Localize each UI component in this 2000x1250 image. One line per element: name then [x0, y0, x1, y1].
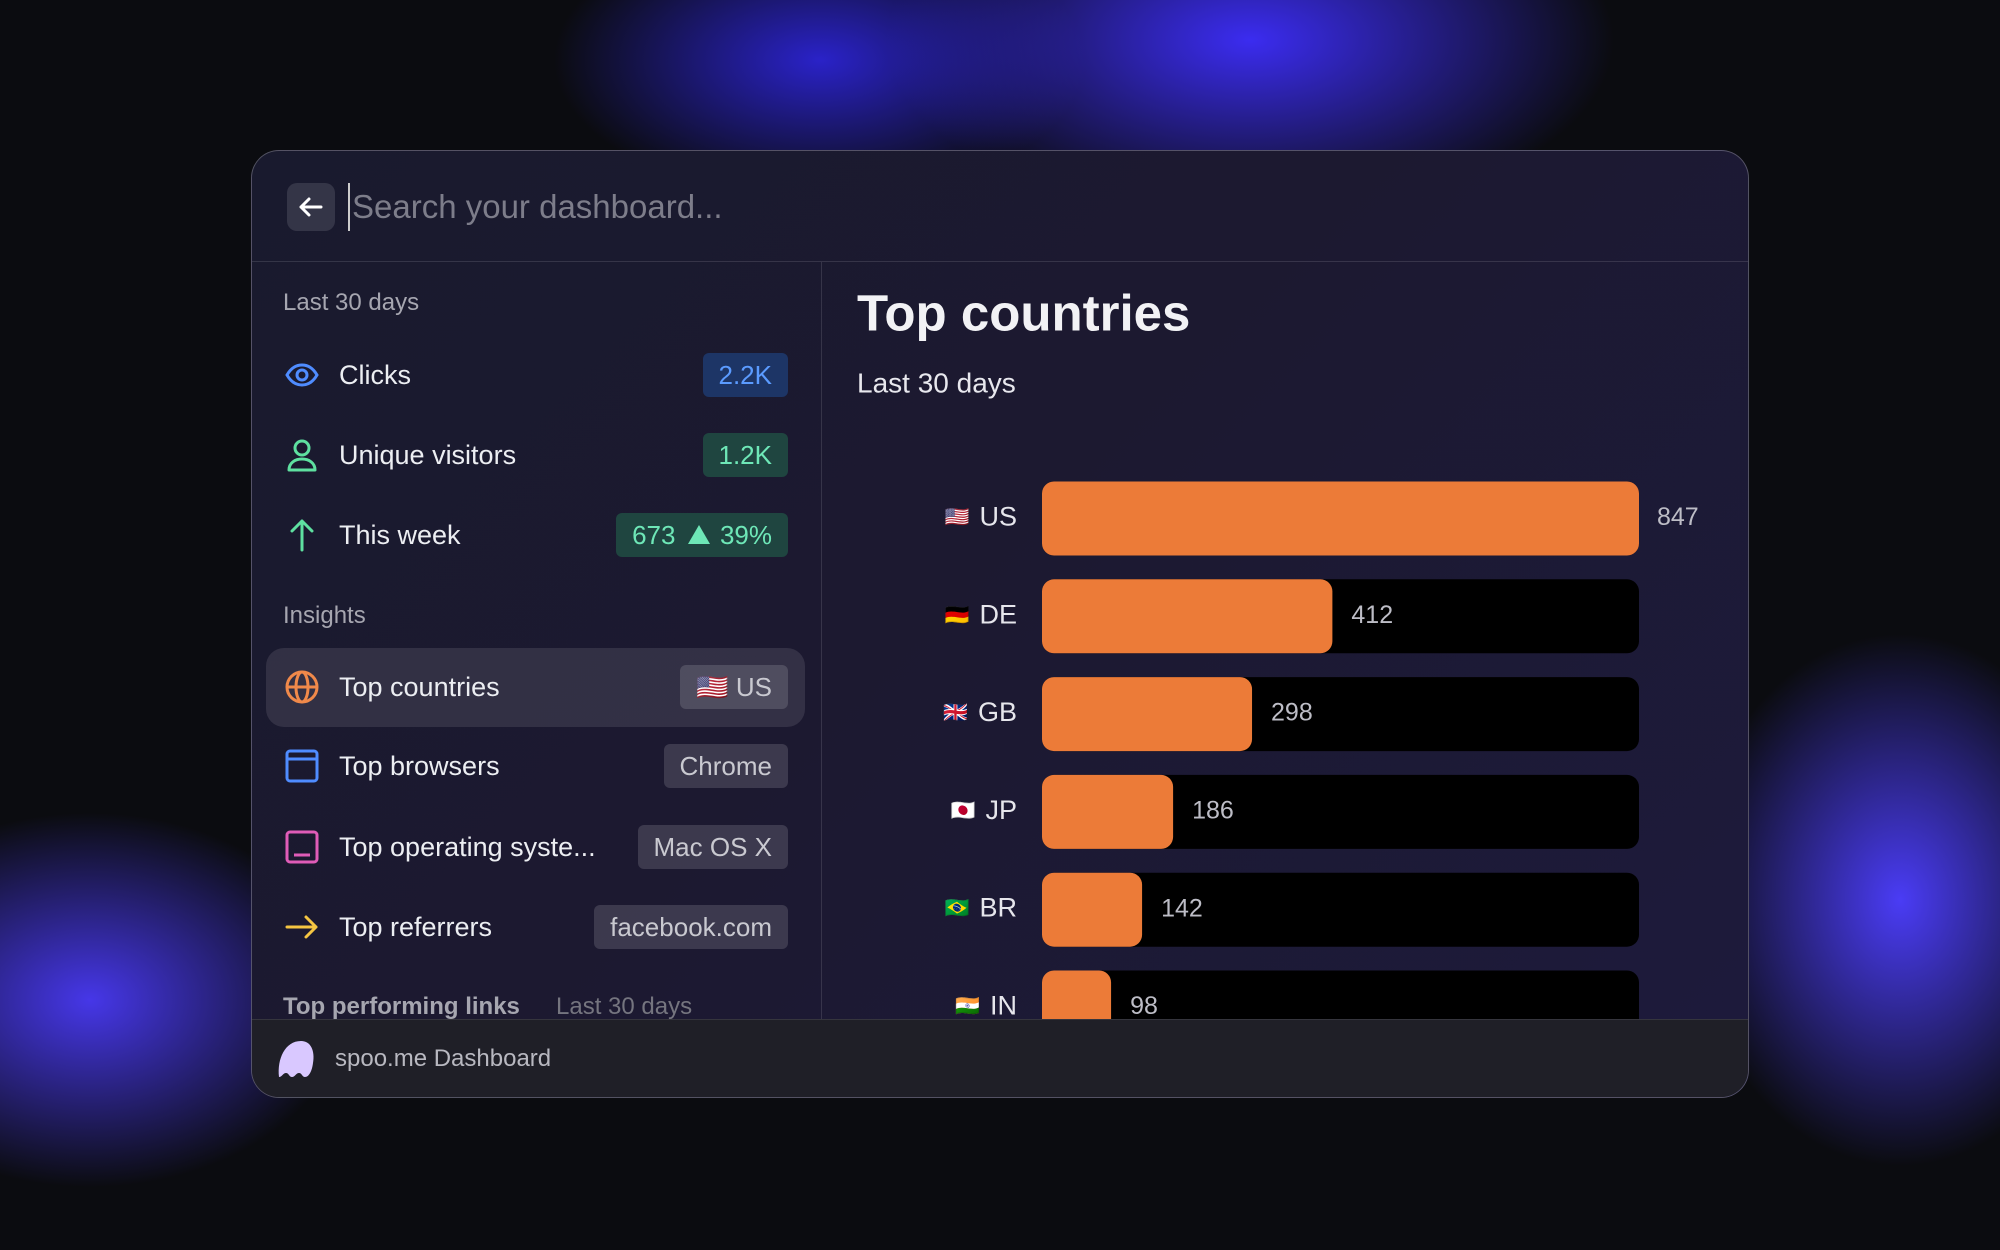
- section-title: Insights: [283, 602, 366, 629]
- item-label: Top countries: [339, 672, 500, 702]
- flag: 🇯🇵: [951, 800, 976, 822]
- up-triangle: [687, 525, 710, 544]
- item-badge: 🇺🇸 US: [680, 665, 788, 709]
- menu-item[interactable]: Top referrers facebook.com: [252, 897, 821, 957]
- country-code: BR: [979, 893, 1017, 923]
- value-label: 142: [1161, 894, 1203, 922]
- item-badge: Mac OS X: [637, 825, 788, 869]
- value-label: 186: [1192, 797, 1234, 825]
- bar: [1042, 579, 1333, 654]
- value-label: 412: [1351, 601, 1393, 629]
- section-title: Last 30 days: [283, 289, 420, 316]
- country-code: DE: [979, 599, 1017, 629]
- bar: [1042, 774, 1174, 849]
- chart-title: Top countries: [857, 284, 1190, 341]
- command-palette: Search your dashboard... Last 30 days Cl…: [251, 150, 1749, 1098]
- flag: 🇩🇪: [945, 605, 970, 627]
- menu-item[interactable]: This week 673 39%: [252, 505, 821, 565]
- country-code: IN: [990, 991, 1017, 1019]
- bar-track: [1042, 774, 1639, 849]
- bar: [1042, 481, 1639, 556]
- item-label: Unique visitors: [339, 440, 517, 470]
- category-label: 🇧🇷 BR: [945, 893, 1017, 923]
- section-subtitle: Last 30 days: [556, 993, 693, 1019]
- bar: [1042, 970, 1112, 1019]
- sidebar: Last 30 days Clicks 2.2K Unique visitors…: [252, 262, 822, 1019]
- eye-icon: [285, 363, 319, 387]
- category-label: 🇮🇳 IN: [955, 991, 1017, 1019]
- item-badge: Chrome: [663, 744, 788, 788]
- badge-change: 39%: [719, 520, 772, 550]
- section-title: Top performing links: [283, 993, 520, 1019]
- badge-flag: 🇺🇸: [696, 672, 729, 702]
- value-label: 98: [1130, 992, 1158, 1019]
- badge-value: 673: [632, 520, 676, 550]
- value-label: 847: [1657, 503, 1699, 531]
- menu-item[interactable]: Unique visitors 1.2K: [252, 425, 821, 485]
- value-label: 298: [1271, 699, 1313, 727]
- item-label: Clicks: [339, 360, 411, 390]
- flag: 🇬🇧: [943, 702, 968, 724]
- category-label: 🇺🇸 US: [945, 502, 1017, 532]
- back-icon: [299, 197, 323, 217]
- country-code: US: [979, 502, 1017, 532]
- item-badge: 673 39%: [616, 513, 788, 557]
- menu-item[interactable]: Top countries 🇺🇸 US: [252, 657, 821, 717]
- bar: [1042, 872, 1143, 947]
- item-badge: facebook.com: [594, 905, 788, 949]
- globe-icon: [285, 670, 319, 704]
- item-label: This week: [339, 520, 461, 550]
- country-code: GB: [978, 697, 1017, 727]
- back-button[interactable]: [287, 183, 335, 231]
- arrow-right-icon: [285, 915, 318, 939]
- selection-highlight: [266, 648, 805, 727]
- item-label: Top browsers: [339, 751, 500, 781]
- user-icon: [287, 439, 317, 472]
- arrow-up-icon: [290, 519, 314, 552]
- category-label: 🇩🇪 DE: [945, 599, 1017, 629]
- browser-icon: [285, 749, 319, 783]
- menu-item[interactable]: Top browsers Chrome: [252, 736, 821, 796]
- menu-item[interactable]: Top operating syste... Mac OS X: [252, 817, 821, 877]
- chart-subtitle: Last 30 days: [857, 367, 1016, 398]
- footer: spoo.me Dashboard: [252, 1019, 1748, 1097]
- item-label: Top operating syste...: [339, 832, 596, 862]
- category-label: 🇬🇧 GB: [943, 697, 1017, 727]
- chart: Top countries Last 30 days 🇺🇸 US 847 🇩🇪 DE 41…: [857, 284, 1699, 1019]
- flag: 🇺🇸: [945, 507, 970, 529]
- os-icon: [285, 830, 319, 864]
- search-header: Search your dashboard...: [252, 151, 1748, 262]
- footer-label: spoo.me Dashboard: [335, 1045, 552, 1072]
- badge-value: US: [735, 672, 772, 702]
- country-code: JP: [985, 795, 1017, 825]
- bar-track: [1042, 970, 1639, 1019]
- bar-track: [1042, 872, 1639, 947]
- item-label: Top referrers: [339, 912, 493, 942]
- item-badge: 1.2K: [702, 433, 788, 477]
- flag: 🇮🇳: [955, 996, 980, 1018]
- search-input[interactable]: Search your dashboard...: [348, 183, 723, 231]
- bar: [1042, 677, 1253, 752]
- logo: [278, 1041, 314, 1077]
- flag: 🇧🇷: [945, 898, 970, 920]
- category-label: 🇯🇵 JP: [951, 795, 1017, 825]
- item-badge: 2.2K: [702, 353, 788, 397]
- menu-item[interactable]: Clicks 2.2K: [252, 345, 821, 405]
